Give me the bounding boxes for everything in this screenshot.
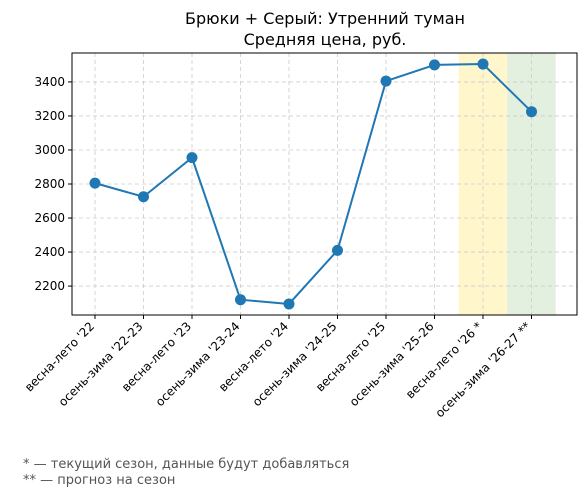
data-point (283, 298, 295, 310)
y-tick-label: 2400 (34, 245, 65, 259)
series-line (94, 63, 533, 305)
data-point (235, 294, 246, 306)
data-point (429, 59, 440, 71)
y-tick-label: 3000 (34, 143, 65, 157)
chart-subtitle: Средняя цена, руб. (244, 30, 407, 49)
y-tick-label: 2200 (34, 279, 65, 293)
x-tick-label: осень-зима '23-24 (153, 319, 243, 409)
data-point (380, 75, 392, 87)
x-tick-label: осень-зима '25-26 (347, 319, 437, 409)
footnote-current-season: * — текущий сезон, данные будут добавлят… (23, 457, 350, 472)
y-tick-label: 2800 (34, 177, 65, 191)
data-point (138, 191, 149, 203)
data-point (332, 244, 343, 256)
y-tick-label: 2600 (34, 211, 65, 225)
x-tick-label: осень-зима '24-25 (250, 319, 340, 409)
chart-title: Брюки + Серый: Утренний туман (185, 9, 465, 28)
data-point (89, 177, 101, 189)
x-tick-label: осень-зима '22-23 (56, 319, 146, 409)
data-point (477, 58, 489, 70)
footnote-forecast: ** — прогноз на сезон (23, 473, 176, 488)
data-point (526, 106, 537, 118)
data-point (186, 152, 198, 164)
y-tick-label: 3400 (34, 75, 65, 89)
y-tick-label: 3200 (34, 109, 65, 123)
x-tick-label: осень-зима '26-27 ** (433, 319, 534, 420)
